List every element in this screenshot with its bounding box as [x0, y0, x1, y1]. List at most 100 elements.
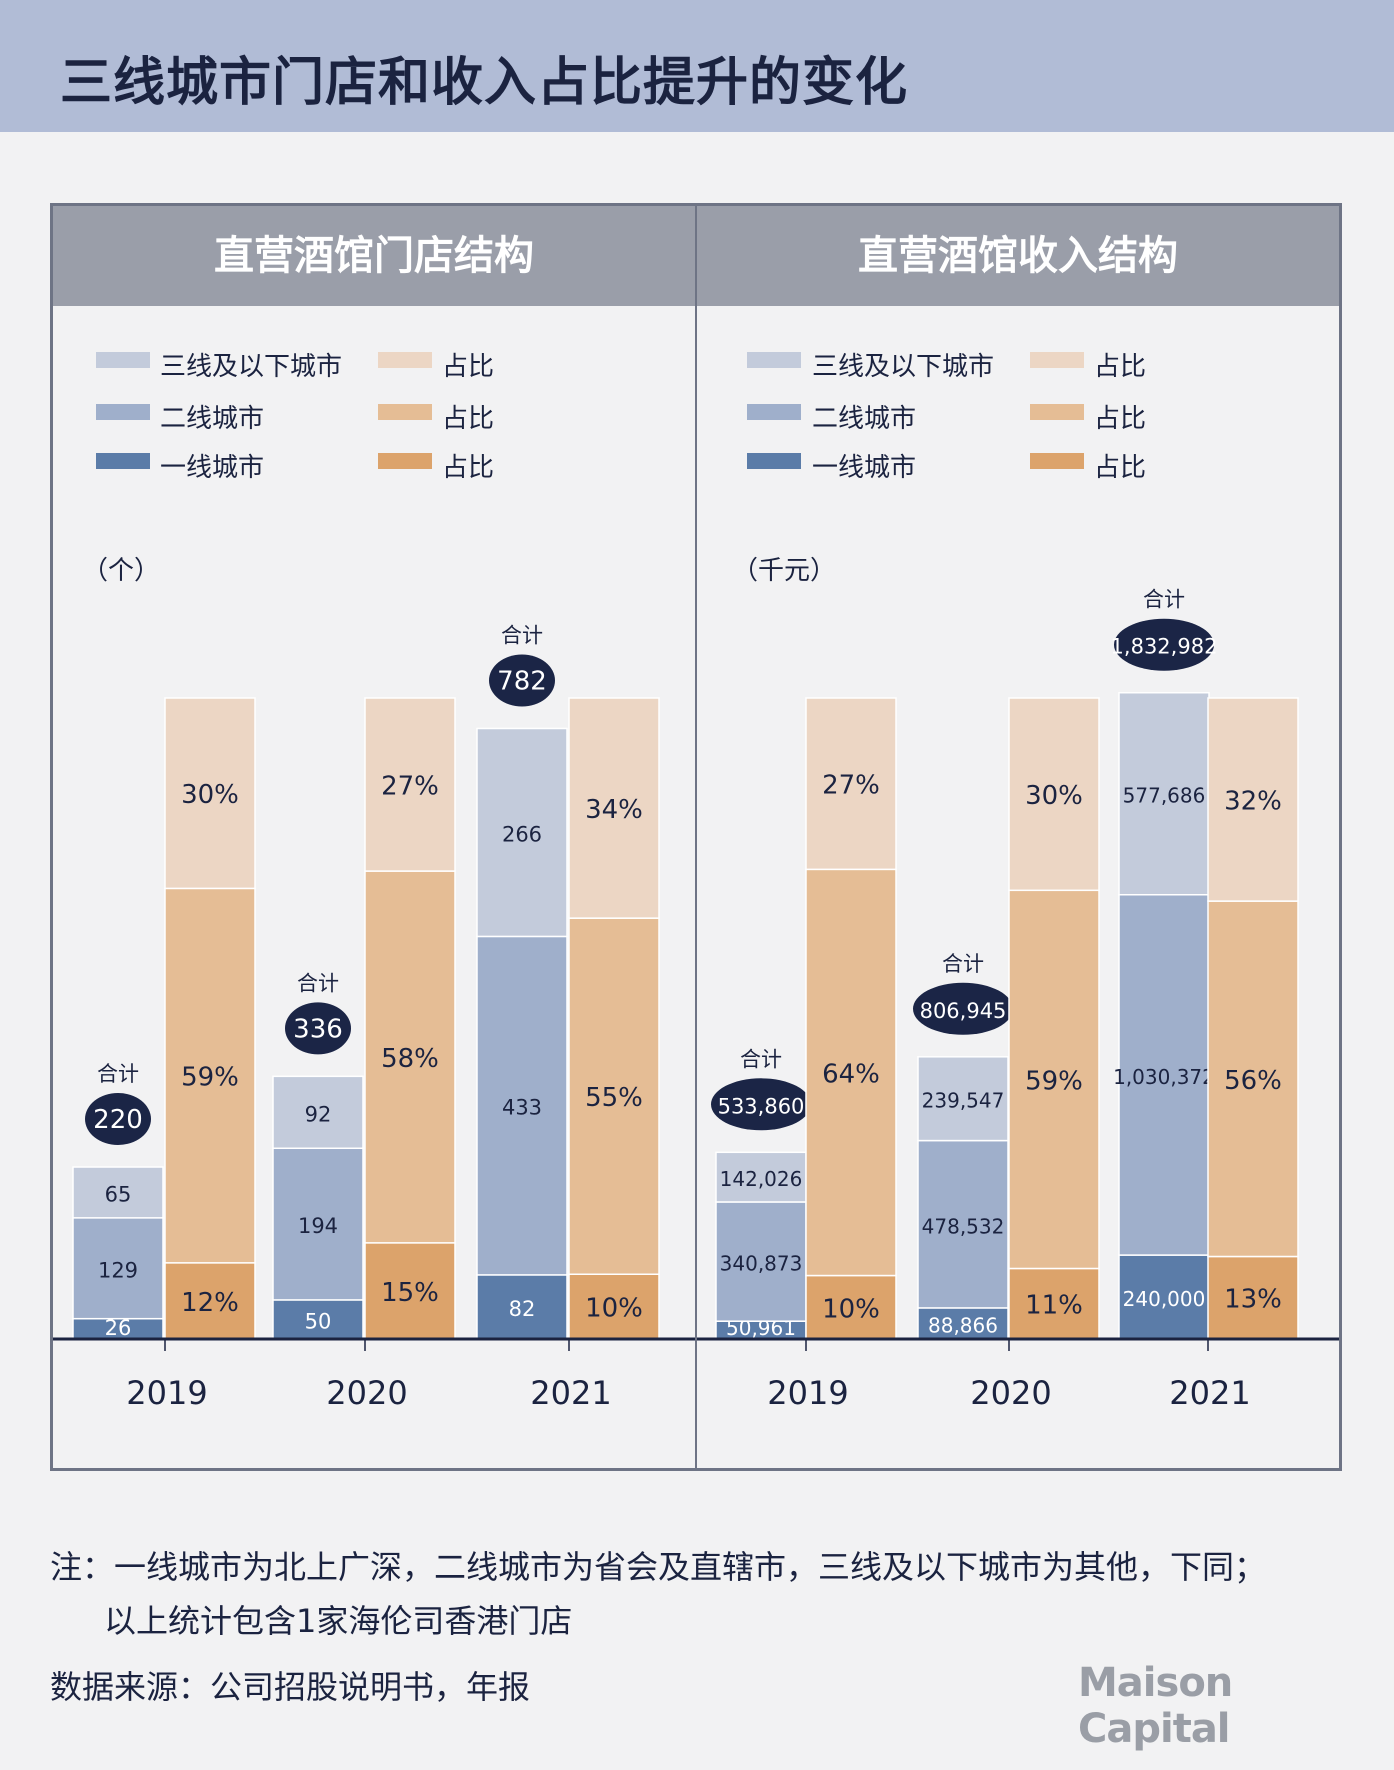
share-percent-label: 32%	[1224, 787, 1282, 817]
share-percent-label: 56%	[1224, 1066, 1282, 1096]
legend-label-tier2: 二线城市	[160, 404, 265, 434]
unit-label-stores: （个）	[82, 556, 161, 586]
unit-label-revenue: （千元）	[732, 556, 837, 586]
legend-label-tier3: 三线及以下城市	[160, 352, 343, 382]
share-percent-label: 34%	[585, 795, 643, 825]
bar-tier2-2020	[917, 1139, 1009, 1309]
share-percent-label: 30%	[1025, 781, 1083, 811]
legend-swatch-tier2	[96, 404, 150, 420]
bar-value-label: 577,686	[1123, 784, 1206, 808]
share-bar-tier3-2020	[364, 697, 456, 872]
total-value-label: 782	[497, 666, 547, 696]
bar-value-label: 1,030,372	[1113, 1065, 1215, 1089]
share-percent-label: 27%	[381, 772, 439, 802]
share-bar-tier1-2021	[1207, 1255, 1299, 1340]
total-bubble	[711, 1078, 811, 1131]
legend-swatch-share3	[1030, 352, 1084, 368]
bar-value-label: 239,547	[922, 1089, 1005, 1113]
legend-swatch-share1	[378, 453, 432, 469]
share-bar-tier3-2019	[164, 697, 256, 890]
bar-tier3-2021	[476, 727, 568, 938]
bar-value-label: 340,873	[720, 1252, 803, 1276]
bar-value-label: 65	[105, 1182, 132, 1206]
share-percent-label: 59%	[181, 1063, 239, 1093]
legend-label-tier2: 二线城市	[812, 404, 917, 434]
legend-swatch-share2	[1030, 404, 1084, 420]
maison-capital-logo: Maison Capital	[1078, 1660, 1233, 1752]
legend-swatch-share1	[1030, 453, 1084, 469]
bar-tier3-2021	[1118, 691, 1210, 896]
legend-label-share1: 占比	[442, 453, 495, 483]
share-bar-tier2-2021	[568, 917, 660, 1276]
legend-swatch-tier2	[747, 404, 801, 420]
share-percent-label: 55%	[585, 1083, 643, 1113]
footnote-line-1: 注：一线城市为北上广深，二线城市为省会及直辖市，三线及以下城市为其他，下同；	[50, 1548, 1267, 1586]
total-caption: 合计	[297, 971, 339, 995]
legend-swatch-share3	[378, 352, 432, 368]
share-percent-label: 30%	[181, 780, 239, 810]
x-tick-label: 2019	[767, 1374, 848, 1412]
share-percent-label: 64%	[822, 1059, 880, 1089]
total-caption: 合计	[97, 1062, 139, 1086]
bar-tier1-2021	[1118, 1254, 1210, 1340]
footnote-line-2: 以上统计包含1家海伦司香港门店	[104, 1602, 573, 1640]
share-percent-label: 11%	[1025, 1291, 1083, 1321]
bar-value-label: 88,866	[928, 1313, 998, 1337]
bar-value-label: 142,026	[720, 1167, 803, 1191]
bar-tier3-2019	[72, 1166, 164, 1219]
legend-label-share2: 占比	[442, 404, 495, 434]
total-caption: 合计	[942, 952, 984, 976]
bar-tier3-2020	[917, 1056, 1009, 1142]
panel-divider	[695, 206, 697, 1468]
legend-label-share3: 占比	[1094, 352, 1147, 382]
legend-label-share2: 占比	[1094, 404, 1147, 434]
bar-tier2-2021	[476, 935, 568, 1276]
page-title: 三线城市门店和收入占比提升的变化	[60, 53, 909, 113]
bar-value-label: 50	[305, 1309, 332, 1333]
legend-label-tier1: 一线城市	[812, 453, 917, 483]
x-tick-label: 2020	[970, 1374, 1051, 1412]
legend-swatch-share2	[378, 404, 432, 420]
bar-value-label: 266	[502, 822, 542, 846]
share-bar-tier1-2019	[164, 1262, 256, 1340]
share-percent-label: 58%	[381, 1044, 439, 1074]
chart-frame	[50, 203, 1342, 1471]
share-percent-label: 10%	[822, 1294, 880, 1324]
legend-label-tier3: 三线及以下城市	[812, 352, 995, 382]
legend-label-share1: 占比	[1094, 453, 1147, 483]
bar-tier2-2019	[72, 1217, 164, 1320]
bar-value-label: 82	[509, 1297, 536, 1321]
total-value-label: 1,832,982	[1111, 635, 1218, 659]
bar-value-label: 194	[298, 1214, 338, 1238]
x-tick-label: 2021	[1169, 1374, 1250, 1412]
total-caption: 合计	[740, 1047, 782, 1071]
x-tick-label: 2020	[326, 1374, 407, 1412]
legend-swatch-tier1	[96, 453, 150, 469]
share-percent-label: 10%	[585, 1294, 643, 1324]
bar-value-label: 92	[305, 1102, 332, 1126]
total-value-label: 806,945	[920, 999, 1007, 1023]
share-bar-tier1-2021	[568, 1273, 660, 1340]
total-value-label: 336	[293, 1014, 343, 1044]
share-percent-label: 15%	[381, 1278, 439, 1308]
header-banner: 三线城市门店和收入占比提升的变化	[0, 0, 1394, 132]
share-bar-tier2-2019	[805, 868, 897, 1277]
share-percent-label: 27%	[822, 771, 880, 801]
bar-value-label: 433	[502, 1096, 542, 1120]
share-bar-tier1-2020	[1008, 1267, 1100, 1340]
total-value-label: 533,860	[718, 1094, 805, 1118]
total-value-label: 220	[93, 1105, 143, 1135]
legend-label-share3: 占比	[442, 352, 495, 382]
legend-label-tier1: 一线城市	[160, 453, 265, 483]
share-bar-tier1-2020	[364, 1242, 456, 1340]
bar-value-label: 26	[105, 1316, 132, 1340]
share-bar-tier2-2020	[364, 870, 456, 1244]
bar-value-label: 240,000	[1123, 1287, 1206, 1311]
bar-tier1-2020	[917, 1307, 1009, 1340]
x-tick-label: 2021	[530, 1374, 611, 1412]
total-bubble	[85, 1093, 151, 1146]
panel-heading-stores: 直营酒馆门店结构	[53, 206, 695, 306]
bar-tier1-2020	[272, 1299, 364, 1340]
share-percent-label: 12%	[181, 1288, 239, 1318]
